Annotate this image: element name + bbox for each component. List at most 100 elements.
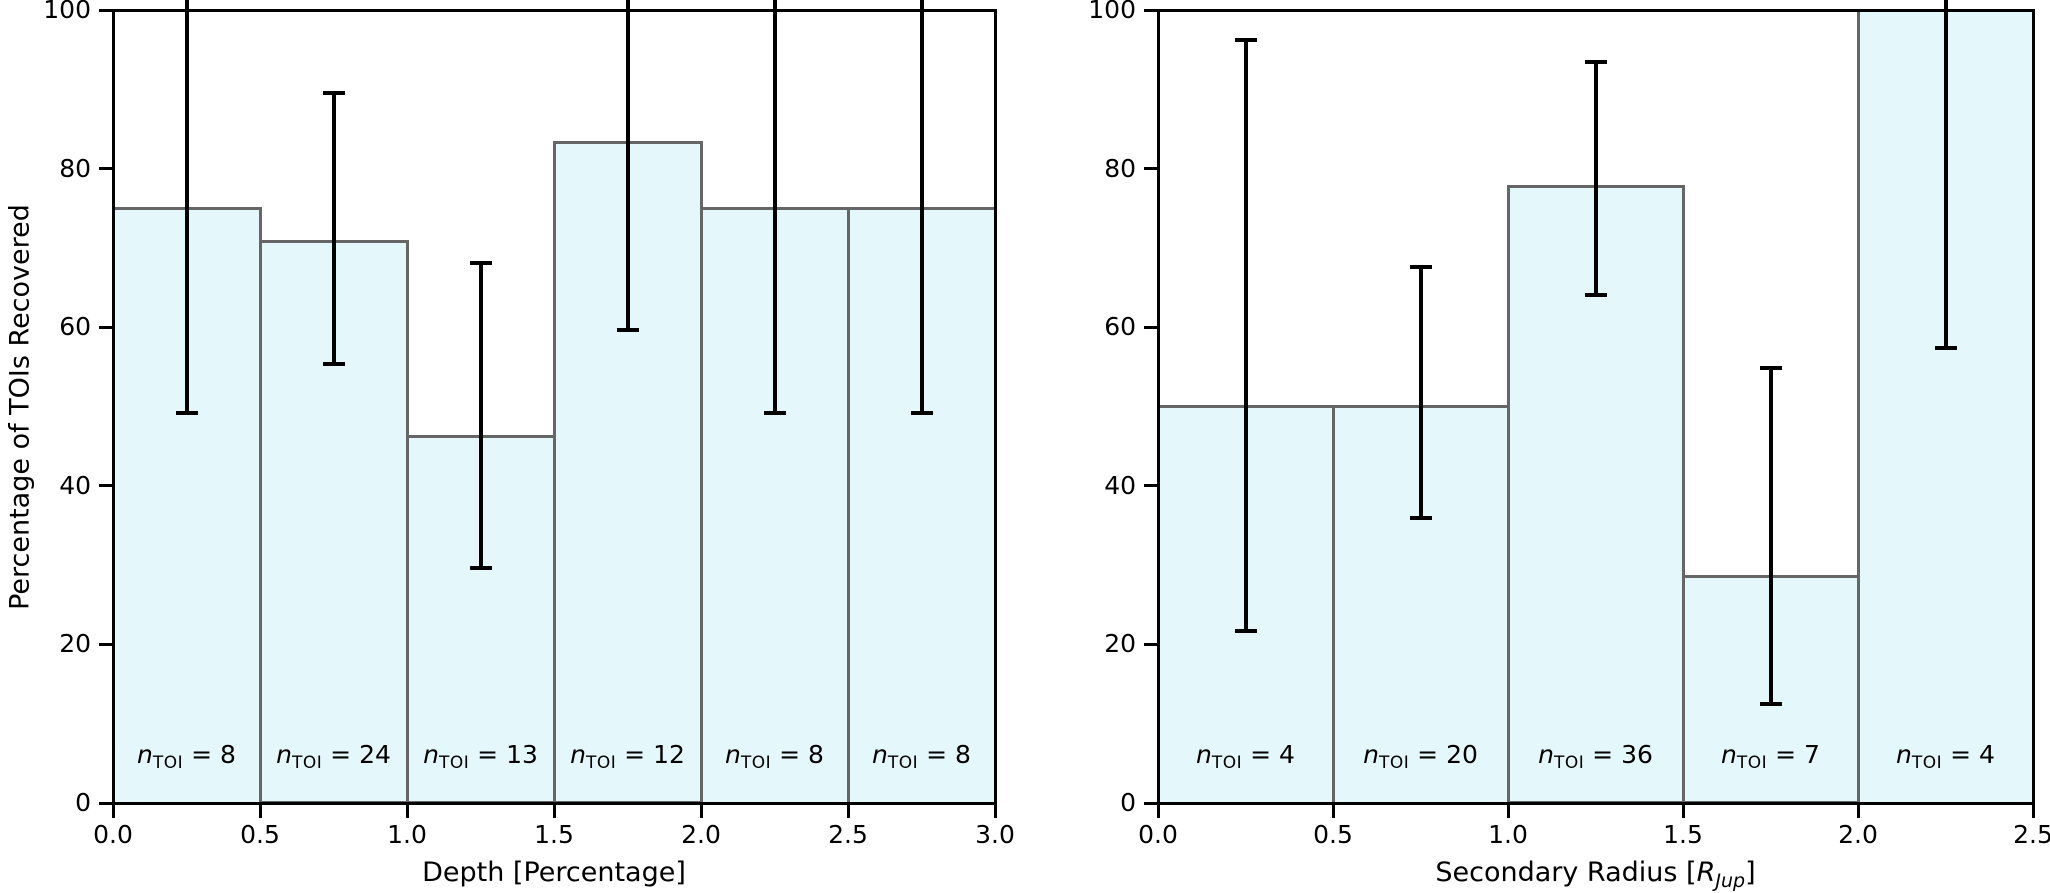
error-bar-lower-cap — [322, 361, 345, 366]
x-tick-label: 1.5 — [534, 820, 574, 849]
y-tick-label: 80 — [59, 153, 91, 183]
x-tick-label: 2.5 — [828, 820, 868, 849]
x-tick — [552, 804, 556, 818]
bar-count-equals: = — [771, 740, 809, 769]
bar-count-subscript: TOI — [1736, 753, 1768, 773]
bar-count-equals: = — [1242, 740, 1280, 769]
x-tick-label: 2.0 — [681, 820, 721, 849]
y-tick-label: 100 — [1088, 0, 1136, 24]
bar-count-value: 20 — [1446, 740, 1478, 769]
y-tick — [98, 8, 112, 12]
bar-count-value: 4 — [1279, 740, 1295, 769]
error-bar — [184, 0, 189, 413]
bar-count-var: n — [1896, 740, 1912, 769]
bar-count-label: nTOI = 8 — [37, 739, 337, 779]
x-tick — [993, 804, 997, 818]
y-tick — [98, 325, 112, 329]
x-tick — [846, 804, 850, 818]
error-bar — [1943, 0, 1948, 348]
x-tick-label: 1.0 — [1488, 820, 1528, 849]
y-tick — [1143, 642, 1157, 646]
bar-count-var: n — [570, 740, 586, 769]
x-tick — [2031, 804, 2035, 818]
bar-count-label: nTOI = 7 — [1621, 739, 1921, 779]
x-tick-label: 2.0 — [1838, 820, 1878, 849]
x-tick — [111, 804, 115, 818]
y-tick-label: 0 — [75, 788, 91, 817]
bar-count-equals: = — [1767, 740, 1805, 769]
bar-count-var: n — [1196, 740, 1212, 769]
error-bar-lower-cap — [1234, 628, 1257, 633]
y-tick — [1143, 325, 1157, 329]
histogram-bar — [699, 206, 850, 805]
y-tick — [1143, 801, 1157, 805]
y-tick-label: 60 — [1104, 312, 1136, 342]
error-bar — [1768, 367, 1773, 704]
bar-count-var: n — [1363, 740, 1379, 769]
bar-count-var: n — [1721, 740, 1737, 769]
x-tick — [258, 804, 262, 818]
bar-count-label: nTOI = 4 — [1096, 739, 1396, 779]
error-bar — [1418, 266, 1423, 518]
y-tick-label: 40 — [59, 470, 91, 500]
y-tick — [98, 801, 112, 805]
bar-count-subscript: TOI — [1911, 753, 1943, 773]
error-bar-lower-cap — [616, 328, 639, 333]
error-bar-upper-cap — [322, 91, 345, 96]
error-bar-lower-cap — [910, 410, 933, 415]
error-bar-lower-cap — [469, 566, 492, 571]
error-bar — [1593, 62, 1598, 296]
y-tick — [98, 642, 112, 646]
bar-count-var: n — [872, 740, 888, 769]
x-tick — [1156, 804, 1160, 818]
x-tick — [699, 804, 703, 818]
y-tick-label: 100 — [43, 0, 91, 24]
bar-count-value: 13 — [506, 740, 538, 769]
bar-count-label: nTOI = 36 — [1446, 739, 1746, 779]
x-tick — [1856, 804, 1860, 818]
bar-count-equals: = — [1584, 740, 1622, 769]
bar-count-label: nTOI = 24 — [184, 739, 484, 779]
y-tick — [1143, 8, 1157, 12]
bar-count-subscript: TOI — [152, 753, 184, 773]
x-tick — [1506, 804, 1510, 818]
x-axis-label-part: Secondary Radius [ — [1435, 857, 1697, 888]
x-tick-label: 1.0 — [387, 820, 427, 849]
y-tick — [98, 484, 112, 488]
x-axis-label-part: Depth [Percentage] — [422, 857, 686, 888]
bar-count-var: n — [137, 740, 153, 769]
bar-count-subscript: TOI — [585, 753, 617, 773]
y-tick-label: 40 — [1104, 470, 1136, 500]
error-bar-lower-cap — [1934, 345, 1957, 350]
y-tick-label: 80 — [1104, 153, 1136, 183]
bar-count-subscript: TOI — [291, 753, 323, 773]
y-tick — [1143, 484, 1157, 488]
x-tick — [1331, 804, 1335, 818]
x-tick-label: 1.5 — [1663, 820, 1703, 849]
error-bar-upper-cap — [1234, 38, 1257, 43]
y-tick-label: 0 — [1120, 788, 1136, 817]
y-tick — [1143, 167, 1157, 171]
bar-count-equals: = — [616, 740, 654, 769]
x-tick-label: 2.5 — [2013, 820, 2050, 849]
bar-count-var: n — [423, 740, 439, 769]
bar-count-value: 7 — [1804, 740, 1820, 769]
bar-count-equals: = — [183, 740, 221, 769]
bar-count-subscript: TOI — [740, 753, 772, 773]
x-tick-label: 0.5 — [1313, 820, 1353, 849]
bar-count-subscript: TOI — [887, 753, 919, 773]
error-bar — [1243, 40, 1248, 631]
x-tick — [1681, 804, 1685, 818]
bar-count-subscript: TOI — [1378, 753, 1410, 773]
x-axis-label-part: R — [1696, 857, 1716, 888]
error-bar-lower-cap — [1409, 515, 1432, 520]
bar-count-var: n — [276, 740, 292, 769]
bar-count-var: n — [725, 740, 741, 769]
bar-count-label: nTOI = 4 — [1796, 739, 2050, 779]
x-axis-label: Secondary Radius [RJup] — [1246, 856, 1946, 893]
bar-count-subscript: TOI — [1553, 753, 1585, 773]
bar-count-value: 24 — [359, 740, 391, 769]
x-axis-label-part: Jup — [1715, 870, 1746, 892]
